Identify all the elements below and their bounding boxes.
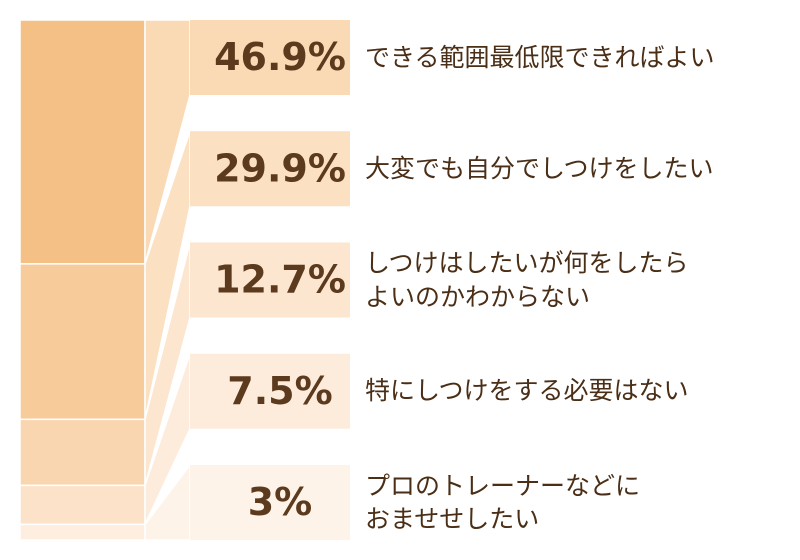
category-label: できる範囲最低限できればよい <box>365 42 715 72</box>
value-label: 3% <box>248 480 313 524</box>
value-label: 7.5% <box>227 369 332 413</box>
label-box <box>190 465 350 540</box>
label-box <box>190 242 350 318</box>
category-label: プロのトレーナーなどに おませせしたい <box>365 470 641 534</box>
label-box <box>190 353 350 429</box>
label-box <box>190 131 350 207</box>
bar-segment <box>19 263 146 421</box>
bar-segment <box>19 484 146 526</box>
category-label: 大変でも自分でしつけをしたい <box>365 153 714 183</box>
category-label: しつけはしたいが何をしたら よいのかわからない <box>365 248 689 311</box>
value-label: 12.7% <box>214 258 346 302</box>
value-label: 46.9% <box>214 35 346 79</box>
value-label: 29.9% <box>214 146 346 190</box>
bar-segment <box>19 19 146 265</box>
bar-segment <box>19 418 146 487</box>
category-label: 特にしつけをする必要はない <box>365 376 689 406</box>
bar-segment <box>19 523 146 541</box>
label-box <box>190 20 350 95</box>
